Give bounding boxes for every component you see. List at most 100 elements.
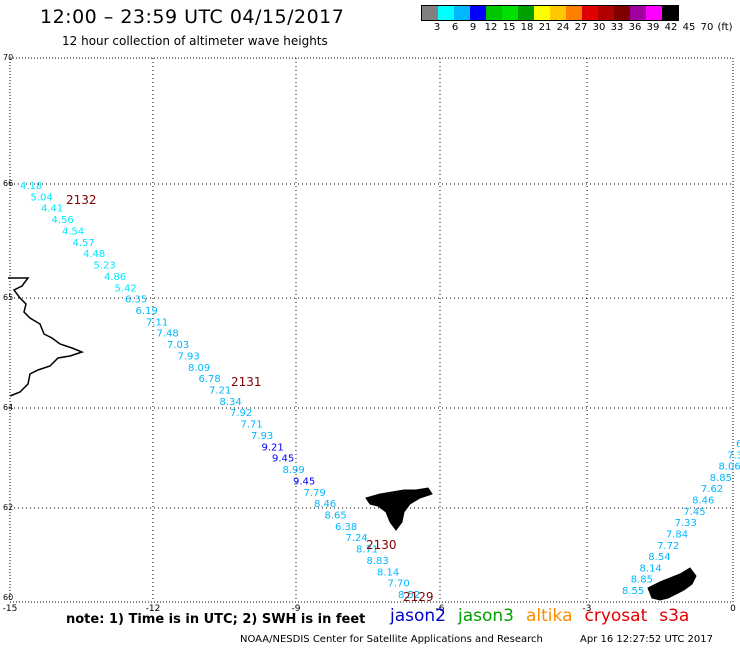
color-legend: 3 6 9 12 15 18 21 24 27 30 33 36 39 42 45 70 (ft)	[421, 5, 733, 33]
lon-label: -9	[292, 604, 301, 614]
wave-height-value: 6.78	[199, 374, 221, 385]
note-text: note: 1) Time is in UTC; 2) SWH is in fe…	[66, 612, 366, 627]
wave-height-value: 8.71	[356, 545, 378, 556]
legend-swatch	[470, 6, 486, 20]
wave-height-value: 7.71	[241, 420, 263, 431]
wave-height-value: 4.56	[52, 215, 74, 226]
legend-tick: 3	[433, 22, 441, 33]
legend-swatches	[421, 5, 679, 21]
wave-height-value: 7.79	[304, 488, 326, 499]
timestamp-text: Apr 16 12:27:52 UTC 2017	[580, 634, 713, 645]
wave-height-value: 5.42	[115, 283, 137, 294]
legend-tick: 70	[700, 22, 714, 33]
page-subtitle: 12 hour collection of altimeter wave hei…	[62, 34, 328, 48]
legend-tick: 36	[628, 22, 642, 33]
wave-height-value: 8.06	[718, 462, 740, 473]
wave-height-value: 7.45	[683, 507, 705, 518]
wave-height-value: 8.09	[188, 363, 210, 374]
wave-height-value: 4.48	[83, 249, 105, 260]
mission-cryosat: cryosat	[584, 606, 648, 626]
wave-height-value: 8.99	[283, 465, 305, 476]
page-title: 12:00 – 23:59 UTC 04/15/2017	[40, 6, 345, 28]
wave-height-value: 4.41	[41, 204, 63, 215]
wave-height-value: 7.92	[230, 408, 252, 419]
legend-tick: 21	[538, 22, 552, 33]
legend-tick: 6	[451, 22, 459, 33]
legend-swatch	[454, 6, 470, 20]
lon-label: -6	[436, 604, 445, 614]
legend-swatch	[646, 6, 662, 20]
legend-tick: 33	[610, 22, 624, 33]
wave-height-value: 7.03	[167, 340, 189, 351]
legend-swatch	[502, 6, 518, 20]
legend-tick: 12	[484, 22, 498, 33]
wave-height-value: 7.33	[675, 518, 697, 529]
wave-height-value: 7.24	[346, 533, 368, 544]
mission-jason3: jason3	[458, 606, 514, 626]
mission-s3a: s3a	[659, 606, 690, 626]
lat-label: 66	[3, 179, 13, 188]
legend-tick: 30	[592, 22, 606, 33]
lat-label: 62	[3, 503, 13, 512]
wave-height-value: 8.14	[640, 563, 662, 574]
legend-tick: 42	[664, 22, 678, 33]
wave-height-value: 8.46	[692, 496, 714, 507]
wave-height-value: 4.86	[104, 272, 126, 283]
orbit-label: 2130	[366, 538, 397, 552]
wave-height-value: 8.85	[631, 575, 653, 586]
legend-swatch	[550, 6, 566, 20]
grid	[9, 57, 734, 603]
wave-height-value: 4.54	[62, 226, 84, 237]
wave-height-value: 6.19	[136, 306, 158, 317]
orbit-label: 2131	[231, 375, 262, 389]
coastlines	[8, 277, 697, 601]
track-main: 4.185.044.414.564.544.574.485.234.865.42…	[20, 181, 420, 601]
legend-swatch	[598, 6, 614, 20]
map-frame	[9, 57, 734, 603]
legend-tick: 24	[556, 22, 570, 33]
mission-jason2: jason2	[390, 606, 446, 626]
wave-height-value: 7.62	[701, 484, 723, 495]
legend-swatch	[662, 6, 678, 20]
wave-height-value: 8.55	[622, 586, 644, 597]
wave-height-value: 8.65	[325, 510, 347, 521]
faroe-islands	[365, 487, 433, 531]
lat-label: 70	[3, 53, 13, 62]
wave-height-value: 6.35	[125, 295, 147, 306]
lon-label: 0	[730, 604, 736, 614]
legend-swatch	[486, 6, 502, 20]
wave-height-value: 9.21	[262, 442, 284, 453]
wave-height-value: 7.21	[209, 386, 231, 397]
lon-label: -15	[3, 604, 18, 614]
wave-height-value: 7.93	[178, 351, 200, 362]
legend-swatch	[534, 6, 550, 20]
wave-height-value: 5.23	[94, 261, 116, 272]
mission-legend: jason2 jason3 altika cryosat s3a	[390, 606, 689, 626]
wave-height-value: 8.85	[710, 473, 732, 484]
legend-tick: 18	[520, 22, 534, 33]
track-right: 67.38.068.857.628.467.457.337.847.728.54…	[622, 439, 740, 597]
wave-height-value: 8.52	[398, 590, 420, 601]
legend-swatch	[582, 6, 598, 20]
legend-swatch	[566, 6, 582, 20]
mission-altika: altika	[526, 606, 573, 626]
legend-ticks: 3 6 9 12 15 18 21 24 27 30 33 36 39 42 45 70 (ft)	[421, 22, 740, 36]
wave-height-value: 7.84	[666, 529, 688, 540]
wave-height-value: 4.57	[73, 238, 95, 249]
legend-tick: 45	[682, 22, 696, 33]
legend-swatch	[438, 6, 454, 20]
wave-height-value: 4.18	[20, 181, 42, 192]
wave-height-value: 8.83	[367, 556, 389, 567]
legend-swatch	[422, 6, 438, 20]
legend-tick: (ft)	[717, 22, 733, 33]
lat-label: 65	[3, 293, 13, 302]
credit-text: NOAA/NESDIS Center for Satellite Applica…	[240, 634, 543, 645]
legend-swatch	[518, 6, 534, 20]
iceland-coast	[8, 277, 85, 397]
wave-height-value: 8.14	[377, 567, 399, 578]
wave-height-value: 6.38	[335, 522, 357, 533]
wave-height-value: 7.70	[388, 579, 410, 590]
orbit-label: 2129	[403, 590, 434, 604]
wave-height-value: 7.48	[157, 329, 179, 340]
orbit-label: 2132	[66, 193, 97, 207]
